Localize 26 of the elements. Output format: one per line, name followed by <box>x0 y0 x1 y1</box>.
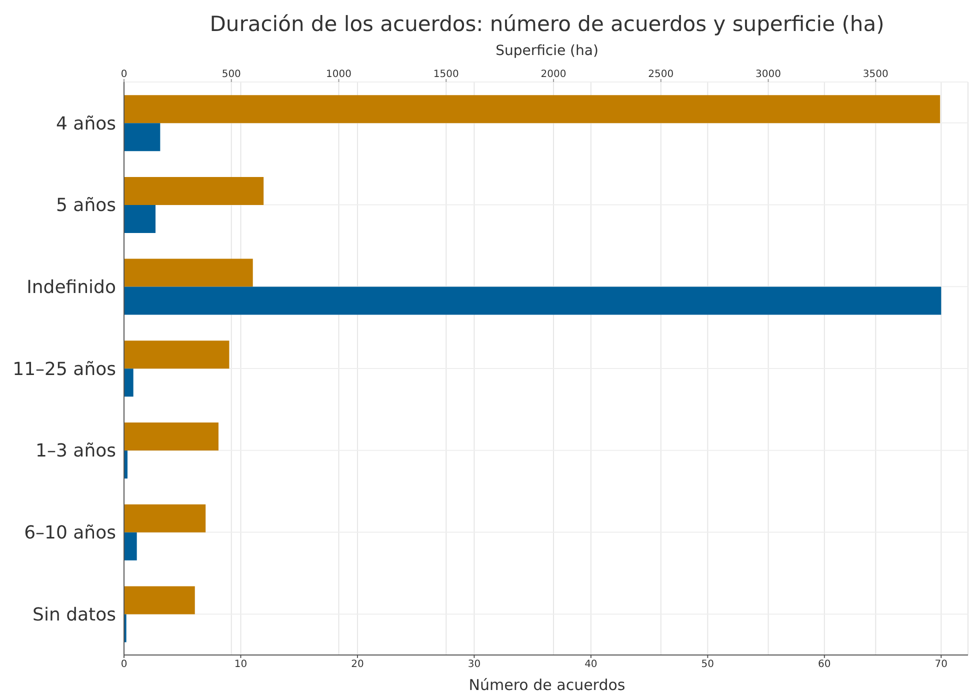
x-tick-label: 30 <box>468 659 481 670</box>
x2-tick-label: 2500 <box>648 69 674 80</box>
x-tick-label: 10 <box>234 659 248 670</box>
x2-tick-label: 3500 <box>862 69 888 80</box>
y-tick-label: 4 años <box>56 113 116 134</box>
x2-tick-label: 2000 <box>540 69 566 80</box>
x2-tick-label: 0 <box>120 69 128 80</box>
x-tick-label: 60 <box>818 659 831 670</box>
x-tick-label: 50 <box>701 659 714 670</box>
y-tick-label: Sin datos <box>32 604 116 626</box>
chart-title: Duración de los acuerdos: número de acuerdos y superficie (ha) <box>208 12 886 36</box>
y-tick-label: 5 años <box>56 195 116 216</box>
x2-axis-title: Superficie (ha) <box>494 43 600 59</box>
x-tick-label: 40 <box>584 659 598 670</box>
y-tick-label: Indefinido <box>26 277 116 298</box>
x-axis-title: Número de acuerdos <box>468 676 626 694</box>
x-tick-label: 70 <box>934 659 948 670</box>
x-tick-label: 0 <box>120 659 128 670</box>
x2-tick-label: 1500 <box>433 69 459 80</box>
x2-tick-label: 1000 <box>326 69 352 80</box>
x-tick-label: 20 <box>351 659 364 670</box>
y-tick-label: 1–3 años <box>36 440 116 462</box>
x2-tick-label: 3000 <box>756 69 781 80</box>
x2-tick-label: 500 <box>222 69 241 80</box>
y-tick-label: 11–25 años <box>12 358 116 380</box>
y-tick-label: 6–10 años <box>24 522 116 544</box>
